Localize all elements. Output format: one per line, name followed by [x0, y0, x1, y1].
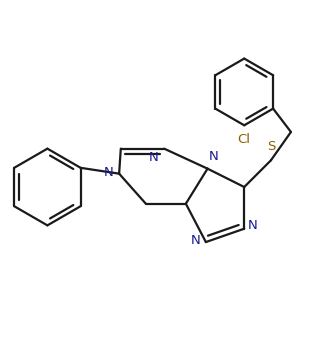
- Text: N: N: [209, 150, 219, 163]
- Text: N: N: [148, 151, 158, 164]
- Text: Cl: Cl: [238, 133, 251, 146]
- Text: N: N: [248, 219, 258, 232]
- Text: N: N: [104, 165, 113, 179]
- Text: N: N: [191, 234, 201, 247]
- Text: S: S: [267, 140, 275, 153]
